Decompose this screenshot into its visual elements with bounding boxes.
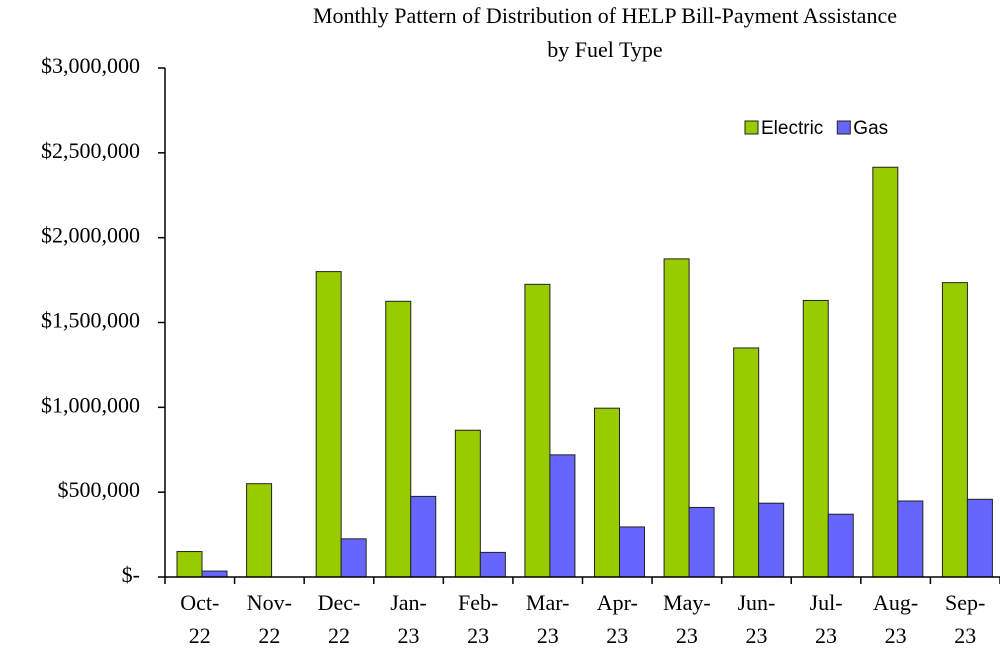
x-tick-label: Mar- 23 [526,590,570,648]
bar [872,166,899,578]
x-tick-label: Jul- 23 [810,590,843,648]
x-tick-label-line: Jan- [390,590,427,615]
bar [619,526,645,578]
chart-title: by Fuel Type [547,37,662,62]
y-tick-label: $2,500,000 [41,138,140,163]
x-tick-label-line: 23 [745,623,767,648]
x-tick-label: May- 23 [663,590,711,648]
bar [340,538,367,578]
x-tick-label-line: Feb- [458,590,498,615]
x-tick-label-line: Aug- [873,590,918,615]
legend-swatch [836,120,851,135]
bar [802,299,829,578]
bar [966,498,993,578]
x-tick-label: Jun- 23 [738,590,776,648]
x-tick-label-line: Jul- [810,590,843,615]
bar [827,513,854,578]
x-tick-label-line: 22 [258,623,280,648]
x-tick-label-line: 23 [467,623,489,648]
x-tick-label-line: 23 [954,623,976,648]
x-tick-label-line: Sep- [945,590,985,615]
x-tick-label-line: May- [663,590,711,615]
bar [315,271,342,578]
y-tick-label: $2,000,000 [41,223,140,248]
x-tick-label: Nov- 22 [247,590,292,648]
x-tick-label: Aug- 23 [873,590,918,648]
x-tick-label-line: Nov- [247,590,292,615]
bar [524,283,551,578]
legend-label: Gas [853,118,888,139]
bar [454,429,481,578]
bar [479,551,506,578]
bar [385,300,412,578]
bar [594,407,620,578]
x-tick-label-line: 23 [815,623,837,648]
y-tick-label: $1,000,000 [41,392,140,417]
bar [549,454,576,578]
bar [733,347,760,578]
x-tick-label: Oct- 22 [180,590,219,648]
x-tick-label-line: 23 [676,623,698,648]
legend: Electric Gas [744,118,888,139]
bar [246,483,273,578]
x-tick-label-line: 23 [606,623,628,648]
x-tick-label-line: Mar- [526,590,570,615]
x-tick-label: Jan- 23 [390,590,427,648]
x-tick-label-line: Oct- [180,590,219,615]
x-tick-label: Apr- 23 [597,590,638,648]
legend-label: Electric [761,118,823,139]
bar [663,258,690,578]
x-tick-label: Sep- 23 [945,590,985,648]
x-tick-label-line: 23 [537,623,559,648]
bar [201,570,228,578]
y-tick-label: $- [122,562,140,587]
x-tick-label-line: 22 [328,623,350,648]
bar [688,506,715,578]
y-tick-label: $500,000 [58,477,141,502]
bar [897,500,924,578]
bar [941,282,968,578]
x-tick-label-line: 22 [189,623,211,648]
x-tick-label-line: 23 [885,623,907,648]
x-tick-label-line: 23 [398,623,420,648]
x-tick-label: Feb- 23 [458,590,498,648]
x-tick-label-line: Dec- [318,590,361,615]
legend-swatch [744,120,759,135]
y-tick-label: $1,500,000 [41,308,140,333]
bar [410,495,437,578]
bar [176,551,203,578]
x-tick-label-line: Jun- [738,590,776,615]
chart-title: Monthly Pattern of Distribution of HELP … [313,3,897,28]
x-tick-label-line: Apr- [597,590,638,615]
x-tick-label: Dec- 22 [318,590,361,648]
y-tick-label: $3,000,000 [41,53,140,78]
bar [758,502,785,578]
